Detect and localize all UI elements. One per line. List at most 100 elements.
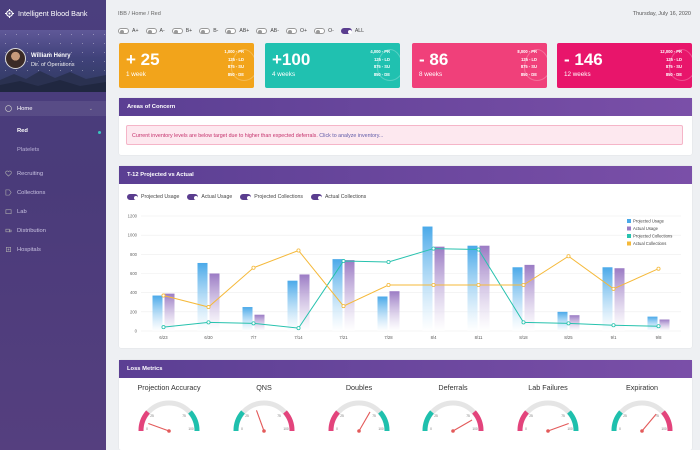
bar-projected-usage[interactable] <box>602 267 613 331</box>
brand[interactable]: Intelligent Blood Bank <box>5 9 88 18</box>
loss-gauge[interactable]: QNS 0 100 25 75 <box>224 383 304 435</box>
line-point[interactable] <box>161 325 166 330</box>
series-switch[interactable] <box>127 194 138 200</box>
series-toggle[interactable]: Actual Collections <box>310 194 366 200</box>
bar-actual-usage[interactable] <box>614 268 625 331</box>
filter-toggle[interactable] <box>285 28 297 34</box>
series-switch[interactable] <box>187 194 199 200</box>
line-point[interactable] <box>656 266 661 271</box>
line-point[interactable] <box>206 320 211 325</box>
avatar[interactable] <box>5 48 26 69</box>
line-point[interactable] <box>251 321 256 326</box>
line-point[interactable] <box>566 321 571 326</box>
filter-toggle[interactable] <box>171 28 183 34</box>
filter-toggle[interactable] <box>314 28 326 34</box>
bar-actual-usage[interactable] <box>389 291 400 331</box>
nav-lab-label: Lab <box>17 208 27 215</box>
line-point[interactable] <box>431 246 436 251</box>
series-switch[interactable] <box>310 194 322 200</box>
nav-collections[interactable]: Collections <box>0 185 106 200</box>
line-point[interactable] <box>611 286 616 291</box>
nav-hospitals[interactable]: Hospitals <box>0 242 106 257</box>
bar-projected-usage[interactable] <box>152 295 163 331</box>
filter-toggle[interactable] <box>145 28 157 34</box>
series-toggle[interactable]: Projected Usage <box>127 194 179 200</box>
filter-2[interactable]: B+ <box>171 28 193 34</box>
bar-projected-usage[interactable] <box>467 245 478 331</box>
filter-toggle[interactable] <box>340 28 352 34</box>
bar-projected-usage[interactable] <box>557 311 568 331</box>
loss-gauge[interactable]: Deferrals 0 100 25 75 <box>413 383 493 435</box>
bar-actual-usage[interactable] <box>344 260 355 331</box>
line-point[interactable] <box>341 304 346 309</box>
filter-0[interactable]: A+ <box>118 28 139 34</box>
bar-projected-usage[interactable] <box>377 296 388 332</box>
breadcrumb[interactable]: IBB / Home / Red <box>118 11 161 17</box>
loss-gauge[interactable]: Doubles 0 100 25 75 <box>319 383 399 435</box>
line-point[interactable] <box>611 323 616 328</box>
line-point[interactable] <box>341 259 346 264</box>
nav-sub-platelets[interactable]: Platelets <box>17 147 40 153</box>
line-point[interactable] <box>521 283 526 288</box>
filter-label: B+ <box>185 28 193 34</box>
bar-actual-usage[interactable] <box>434 246 445 331</box>
series-switch[interactable] <box>240 194 252 200</box>
gauge-label: Expiration <box>626 383 658 392</box>
filter-3[interactable]: B- <box>199 28 218 34</box>
filter-1[interactable]: A- <box>145 28 165 34</box>
line-point[interactable] <box>251 265 256 270</box>
series-toggle[interactable]: Actual Usage <box>187 194 232 200</box>
line-point[interactable] <box>296 326 301 331</box>
bar-projected-usage[interactable] <box>647 316 658 331</box>
line-point[interactable] <box>161 293 166 298</box>
bar-actual-usage[interactable] <box>524 264 535 331</box>
filter-toggle[interactable] <box>225 28 237 34</box>
filter-toggle[interactable] <box>256 28 268 34</box>
nav-lab[interactable]: Lab <box>0 204 106 219</box>
line-point[interactable] <box>476 283 481 288</box>
bar-actual-usage[interactable] <box>164 293 175 331</box>
card-breakdown: 12,000 - PR 125 - LD 875 - SU 850 - DE <box>660 48 682 78</box>
series-toggle[interactable]: Projected Collections <box>240 194 303 200</box>
nav-distribution[interactable]: Distribution <box>0 223 106 238</box>
bar-projected-usage[interactable] <box>512 267 523 331</box>
bar-projected-usage[interactable] <box>332 259 343 331</box>
line-point[interactable] <box>566 254 571 259</box>
line-point[interactable] <box>386 260 391 265</box>
line-point[interactable] <box>476 247 481 252</box>
filter-toggle[interactable] <box>199 28 211 34</box>
summary-card[interactable]: - 146 12 weeks 12,000 - PR 125 - LD 875 - SU… <box>557 43 692 88</box>
summary-card[interactable]: - 86 8 weeks 8,000 - PR 125 - LD 875 - SU 850… <box>412 43 547 88</box>
bar-projected-usage[interactable] <box>287 280 298 331</box>
bar-actual-usage[interactable] <box>299 274 310 331</box>
line-point[interactable] <box>656 324 661 329</box>
line-point[interactable] <box>521 320 526 325</box>
bar-actual-usage[interactable] <box>479 245 490 331</box>
loss-gauge[interactable]: Lab Failures 0 100 25 75 <box>508 383 588 435</box>
filter-8[interactable]: ALL <box>340 28 364 34</box>
nav-sub-red[interactable]: Red <box>17 128 28 134</box>
gauge-hub <box>546 429 550 433</box>
filter-5[interactable]: AB- <box>256 28 279 34</box>
loss-gauge[interactable]: Projection Accuracy 0 100 25 75 <box>129 383 209 435</box>
nav-recruiting[interactable]: Recruiting <box>0 166 106 181</box>
filter-7[interactable]: O- <box>314 28 334 34</box>
nav-home[interactable]: Home ⌄ <box>0 101 106 116</box>
analyze-inventory-link[interactable]: Click to analyze inventory... <box>319 133 384 139</box>
summary-card[interactable]: + 25 1 week 1,000 - PR 125 - LD 875 - SU 850 … <box>119 43 254 88</box>
line-point[interactable] <box>206 305 211 310</box>
line-point[interactable] <box>431 283 436 288</box>
line-point[interactable] <box>386 283 391 288</box>
summary-card[interactable]: +100 4 weeks 4,000 - PR 125 - LD 875 - SU 850… <box>265 43 400 88</box>
bar-projected-usage[interactable] <box>197 262 208 331</box>
bar-actual-usage[interactable] <box>659 319 670 332</box>
bar-projected-usage[interactable] <box>242 307 253 331</box>
filter-4[interactable]: AB+ <box>225 28 249 34</box>
loss-gauge[interactable]: Expiration 0 100 25 75 <box>602 383 682 435</box>
bar-projected-usage[interactable] <box>422 226 433 331</box>
filter-6[interactable]: O+ <box>285 28 307 34</box>
bar-actual-usage[interactable] <box>254 314 265 331</box>
y-tick-label: 0 <box>135 329 138 334</box>
line-point[interactable] <box>296 248 301 253</box>
filter-toggle[interactable] <box>118 28 129 34</box>
